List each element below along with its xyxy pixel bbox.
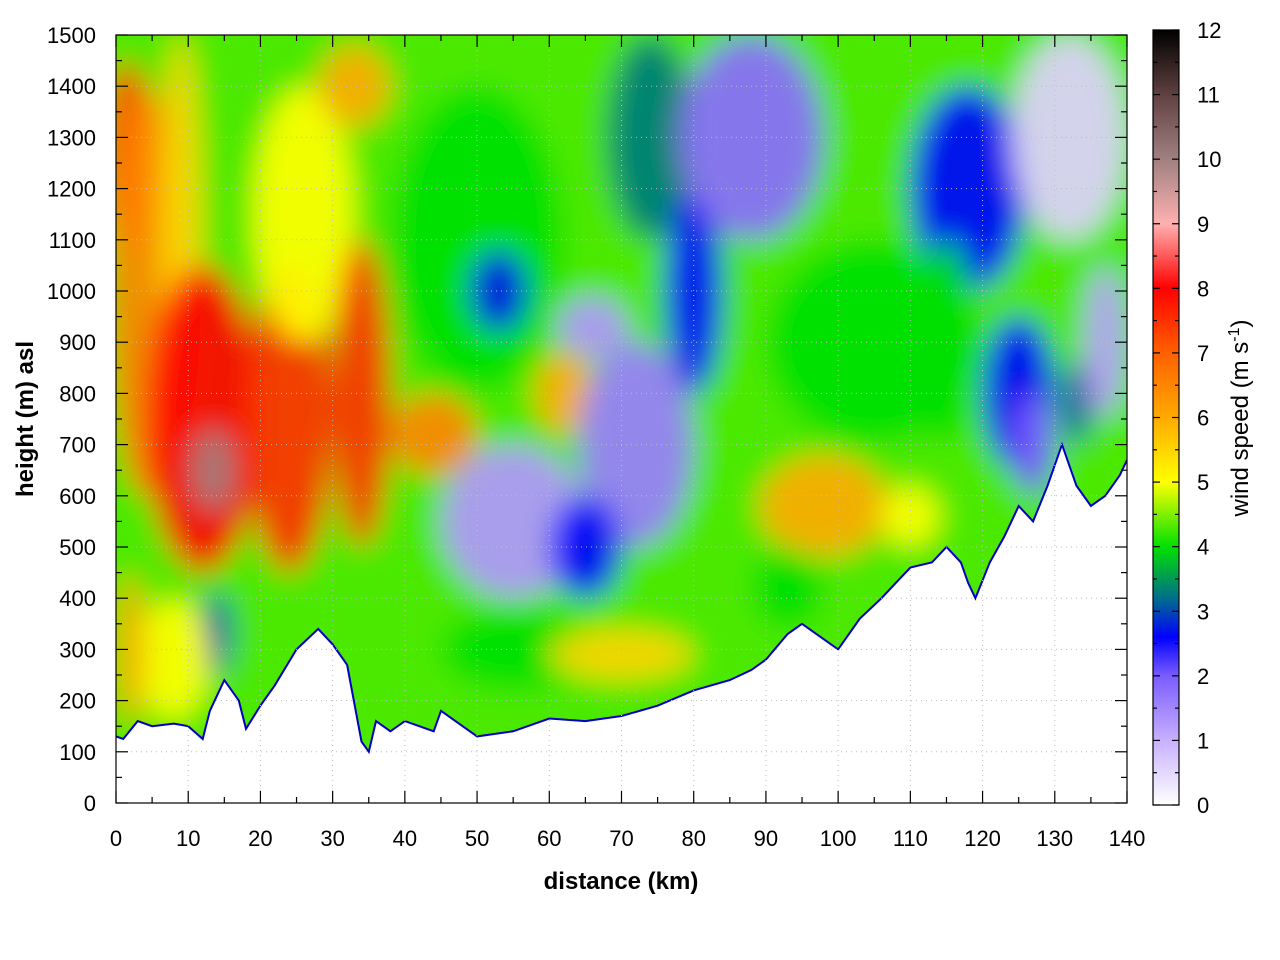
- field-region: [751, 547, 824, 629]
- y-tick-label: 1000: [47, 279, 96, 304]
- colorbar-tick-label: 9: [1197, 212, 1209, 237]
- colorbar-tick-label: 8: [1197, 276, 1209, 301]
- colorbar-tick-label: 4: [1197, 535, 1209, 560]
- field-region: [534, 352, 593, 435]
- y-tick-label: 1200: [47, 177, 96, 202]
- x-axis: 0 10 20 30 40 50 60 70 80 90 100 110 120 130 140: [110, 35, 1145, 851]
- y-tick-label: 500: [59, 535, 96, 560]
- field-region: [469, 250, 528, 332]
- x-tick-label: 60: [537, 826, 561, 851]
- field-region: [202, 593, 232, 675]
- x-tick-label: 140: [1109, 826, 1146, 851]
- x-tick-label: 50: [465, 826, 489, 851]
- x-tick-label: 70: [609, 826, 633, 851]
- y-tick-label: 1500: [47, 23, 96, 48]
- field-region: [390, 393, 478, 476]
- y-tick-label: 700: [59, 433, 96, 458]
- plot-area: 0 10 20 30 40 50 60 70 80 90 100 110 120 130 140 0 100 2…: [47, 23, 1145, 851]
- field-region: [116, 572, 145, 727]
- colorbar-title-main: wind speed (m s: [1227, 342, 1254, 518]
- x-tick-label: 80: [681, 826, 705, 851]
- field-region: [1011, 35, 1127, 240]
- y-tick-label: 1300: [47, 125, 96, 150]
- colorbar-title-exponent: -1: [1226, 327, 1243, 341]
- y-axis-title: height (m) asl: [12, 341, 39, 497]
- colorbar-title-end: ): [1227, 320, 1254, 328]
- y-tick-label: 1100: [49, 228, 96, 253]
- y-tick-label: 200: [59, 689, 96, 714]
- field-region: [318, 45, 391, 128]
- x-tick-label: 20: [248, 826, 272, 851]
- x-tick-label: 120: [964, 826, 1001, 851]
- y-tick-label: 400: [59, 586, 96, 611]
- x-tick-label: 30: [320, 826, 344, 851]
- field-region: [881, 485, 940, 547]
- x-axis-title: distance (km): [544, 868, 699, 895]
- field-region: [549, 628, 694, 681]
- colorbar-tick-label: 1: [1197, 728, 1209, 753]
- x-tick-label: 10: [176, 826, 200, 851]
- y-tick-label: 0: [84, 791, 96, 816]
- x-tick-label: 110: [893, 826, 928, 851]
- field-region: [578, 342, 694, 547]
- field-region: [144, 265, 261, 573]
- colorbar-title: wind speed (m s-1): [1226, 320, 1254, 518]
- colorbar-tick-label: 12: [1197, 18, 1221, 43]
- field-region: [758, 454, 889, 558]
- x-tick-label: 100: [820, 826, 857, 851]
- field-region: [440, 608, 586, 691]
- grid-lines: [116, 35, 1127, 803]
- y-tick-label: 100: [59, 740, 96, 765]
- field-region: [1062, 362, 1091, 445]
- colorbar-tick-label: 11: [1197, 83, 1220, 108]
- field-region: [556, 296, 629, 358]
- field-region: [253, 86, 355, 343]
- y-tick-label: 1400: [47, 74, 96, 99]
- colorbar-tick-label: 6: [1197, 406, 1209, 431]
- field-region: [440, 444, 586, 599]
- field-region: [137, 598, 210, 722]
- field-region: [1011, 393, 1055, 496]
- field-region: [1083, 265, 1127, 420]
- colorbar-tick-label: 7: [1197, 341, 1209, 366]
- y-tick-label: 300: [59, 637, 96, 662]
- y-tick-label: 800: [59, 381, 96, 406]
- x-tick-label: 130: [1036, 826, 1073, 851]
- colorbar-tick-label: 2: [1197, 664, 1209, 689]
- field-region: [191, 429, 236, 512]
- field-region: [549, 495, 622, 599]
- y-tick-label: 600: [59, 484, 96, 509]
- field-region: [607, 35, 694, 240]
- x-tick-label: 90: [754, 826, 778, 851]
- x-tick-label: 0: [110, 826, 122, 851]
- field-region: [245, 265, 333, 573]
- colorbar-tick-label: 0: [1197, 793, 1209, 818]
- colorbar-tick-label: 5: [1197, 470, 1209, 495]
- colorbar-tick-label: 3: [1197, 599, 1209, 624]
- colorbar-tick-label: 10: [1197, 147, 1221, 172]
- x-tick-label: 40: [393, 826, 417, 851]
- y-tick-label: 900: [59, 330, 96, 355]
- field-region: [910, 86, 1026, 291]
- y-axis: 0 100 200 300 400 500 600 700 800 900 1000 1100 1200…: [47, 23, 1127, 816]
